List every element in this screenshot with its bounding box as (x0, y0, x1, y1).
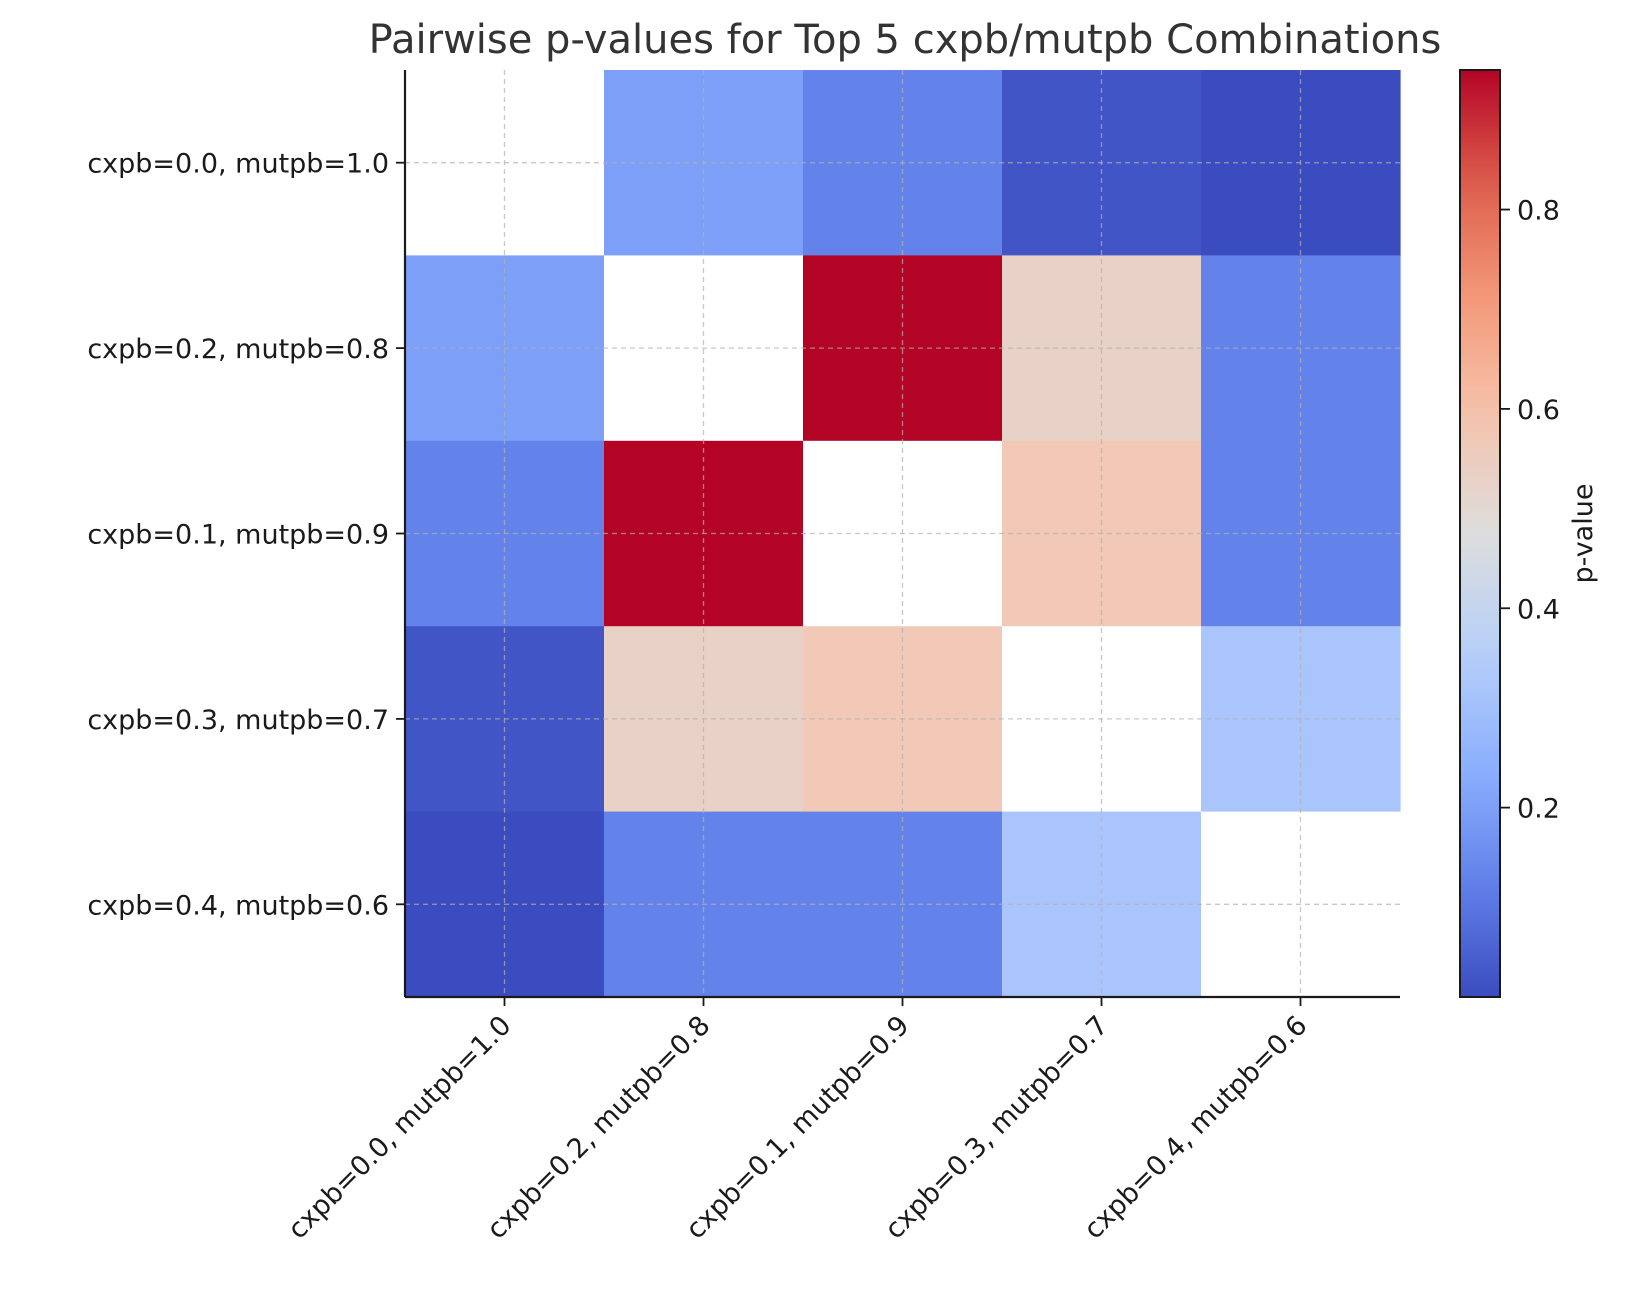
x-tick-label-2: cxpb=0.1, mutpb=0.9 (680, 1010, 915, 1245)
colorbar-tick-label-0: 0.2 (1517, 794, 1560, 825)
y-tick-labels: cxpb=0.0, mutpb=1.0 cxpb=0.2, mutpb=0.8 cx… (87, 149, 405, 921)
colorbar-tick-label-2: 0.6 (1517, 395, 1560, 426)
y-tick-label-4: cxpb=0.4, mutpb=0.6 (87, 890, 389, 921)
y-tick-label-3: cxpb=0.3, mutpb=0.7 (87, 705, 389, 736)
x-tick-label-4: cxpb=0.4, mutpb=0.6 (1078, 1010, 1313, 1245)
grid-lines (405, 70, 1400, 997)
y-tick-label-0: cxpb=0.0, mutpb=1.0 (87, 149, 389, 180)
x-tick-label-0: cxpb=0.0, mutpb=1.0 (282, 1010, 517, 1245)
colorbar-gradient (1459, 69, 1501, 998)
colorbar: 0.2 0.4 0.6 0.8 p-value (1459, 69, 1599, 998)
x-tick-label-1: cxpb=0.2, mutpb=0.8 (481, 1010, 716, 1245)
y-tick-label-1: cxpb=0.2, mutpb=0.8 (87, 334, 389, 365)
chart-title: Pairwise p-values for Top 5 cxpb/mutpb C… (369, 17, 1442, 63)
x-tick-label-3: cxpb=0.3, mutpb=0.7 (879, 1010, 1114, 1245)
y-tick-label-2: cxpb=0.1, mutpb=0.9 (87, 520, 389, 551)
colorbar-label: p-value (1568, 484, 1599, 584)
colorbar-tick-label-3: 0.8 (1517, 196, 1560, 227)
colorbar-tick-label-1: 0.4 (1517, 594, 1560, 625)
